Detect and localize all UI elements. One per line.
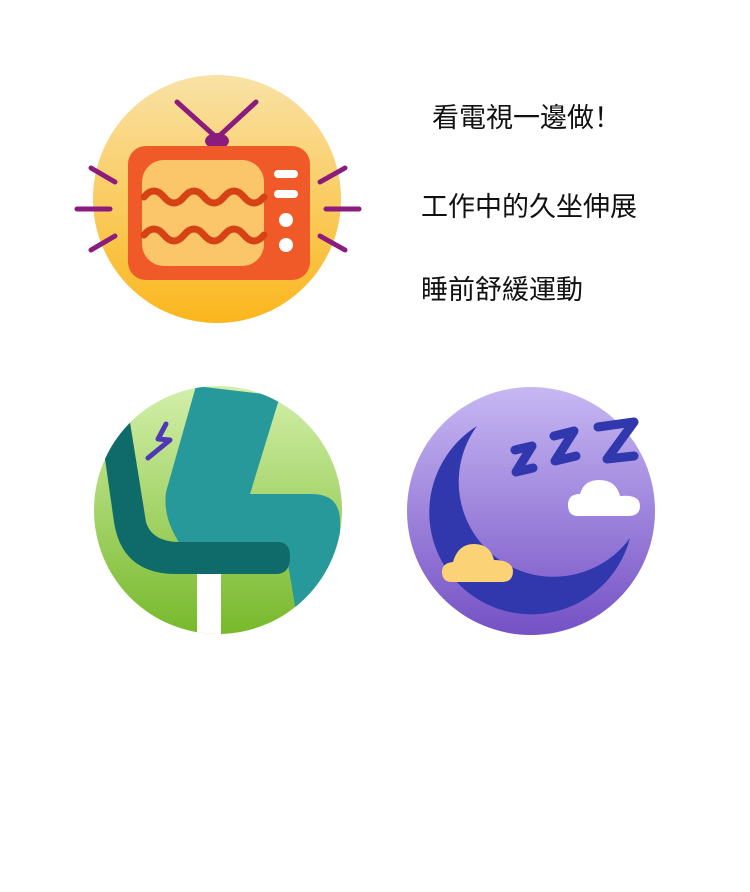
label-desk-stretch[interactable]: 工作中的久坐伸展 bbox=[421, 192, 637, 223]
label-tv-exercise[interactable]: 看電視一邊做！ bbox=[432, 103, 621, 134]
sleeping-moon-icon bbox=[402, 384, 660, 640]
label-bedtime-exercise[interactable]: 睡前舒緩運動 bbox=[421, 275, 583, 306]
retro-tv-icon bbox=[70, 70, 370, 330]
office-chair-icon bbox=[90, 382, 348, 638]
